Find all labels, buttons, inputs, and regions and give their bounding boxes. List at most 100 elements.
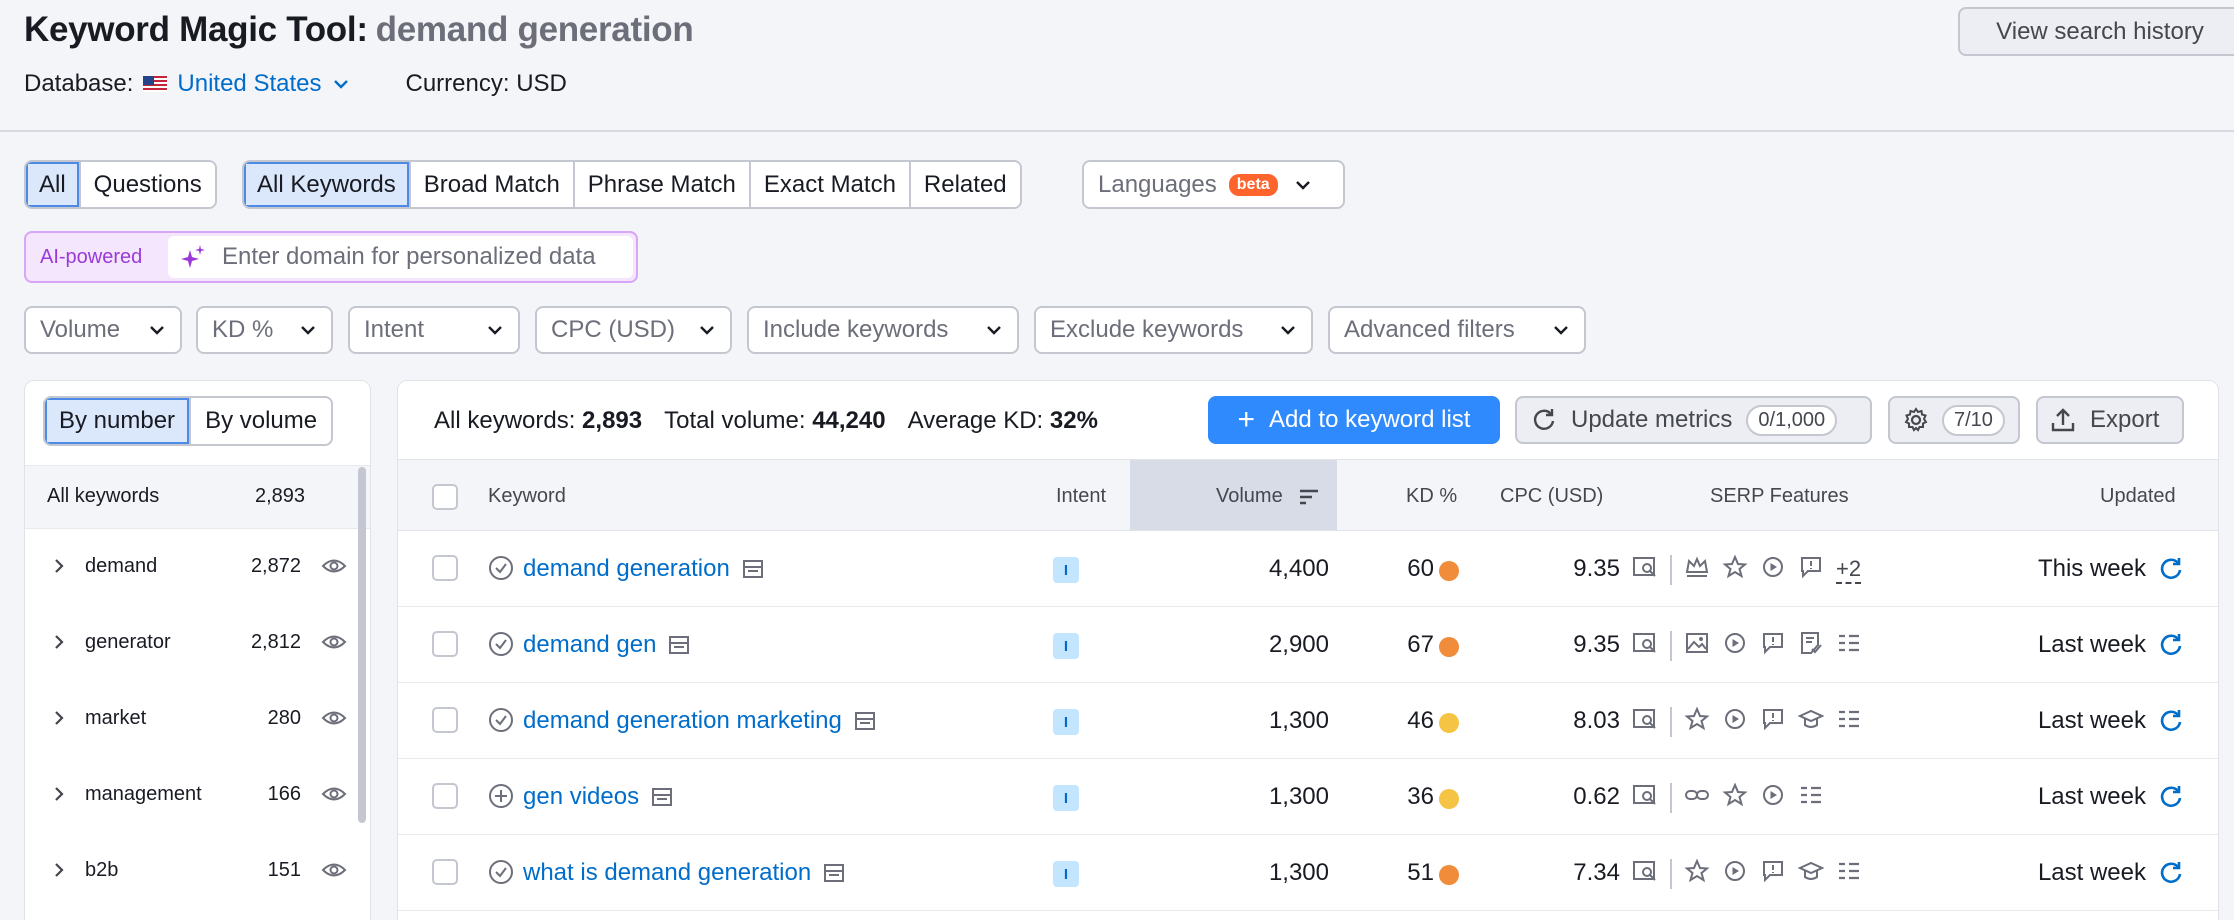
column-serp-features[interactable]: SERP Features xyxy=(1710,485,1849,507)
refresh-icon[interactable] xyxy=(2158,708,2184,734)
eye-icon[interactable] xyxy=(321,708,347,728)
database-selector[interactable]: United States xyxy=(143,70,349,98)
serp-features-cell xyxy=(1632,631,1862,661)
refresh-icon[interactable] xyxy=(2158,860,2184,886)
intent-badge[interactable]: I xyxy=(1053,633,1079,659)
select-all-checkbox[interactable] xyxy=(432,484,458,510)
table-row[interactable]: demand gen I 2,900 67 9.35 Last week xyxy=(398,607,2218,683)
serp-preview-icon[interactable] xyxy=(823,863,845,883)
volume-filter[interactable]: Volume xyxy=(24,306,182,354)
tab-all[interactable]: All xyxy=(26,162,81,207)
row-checkbox[interactable] xyxy=(432,555,458,581)
serp-divider xyxy=(1670,555,1672,585)
star-icon xyxy=(1722,553,1748,586)
keyword-link[interactable]: demand gen xyxy=(523,631,690,659)
chevron-right-icon[interactable] xyxy=(51,785,67,803)
table-row[interactable]: gen videos I 1,300 36 0.62 Last week xyxy=(398,759,2218,835)
table-row[interactable]: demand generation marketing I 1,300 46 8.03 L… xyxy=(398,683,2218,759)
row-checkbox[interactable] xyxy=(432,783,458,809)
all-keywords-group[interactable]: All keywords 2,893 xyxy=(25,465,370,529)
keyword-link[interactable]: gen videos xyxy=(523,783,673,811)
intent-badge[interactable]: I xyxy=(1053,709,1079,735)
column-keyword[interactable]: Keyword xyxy=(488,485,566,507)
cpc-filter[interactable]: CPC (USD) xyxy=(535,306,732,354)
plus-circle-icon[interactable] xyxy=(488,783,514,809)
refresh-icon[interactable] xyxy=(2158,556,2184,582)
table-row[interactable]: what is demand generation I 1,300 51 7.34 Las… xyxy=(398,835,2218,911)
page-header: Keyword Magic Tool: demand generation Dat… xyxy=(0,0,2234,132)
group-count: 166 xyxy=(267,783,301,805)
view-search-history-button[interactable]: View search history xyxy=(1958,7,2234,56)
eye-icon[interactable] xyxy=(321,556,347,576)
personalized-domain-input[interactable]: Enter domain for personalized data xyxy=(168,236,633,278)
export-button[interactable]: Export xyxy=(2036,396,2184,444)
column-intent[interactable]: Intent xyxy=(1056,485,1107,507)
more-serp-features[interactable]: +2 xyxy=(1836,556,1862,584)
row-checkbox[interactable] xyxy=(432,631,458,657)
include-keywords-filter[interactable]: Include keywords xyxy=(747,306,1019,354)
languages-dropdown[interactable]: Languages beta xyxy=(1082,160,1345,209)
updated-text: Last week xyxy=(2037,859,2146,886)
eye-icon[interactable] xyxy=(321,632,347,652)
intent-badge[interactable]: I xyxy=(1053,557,1079,583)
serp-snapshot-icon xyxy=(1632,555,1658,586)
keyword-group-item[interactable]: demand 2,872 xyxy=(25,529,355,605)
check-circle-icon[interactable] xyxy=(488,859,514,885)
column-kd[interactable]: KD % xyxy=(1406,485,1458,507)
intent-filter[interactable]: Intent xyxy=(348,306,520,354)
row-checkbox[interactable] xyxy=(432,859,458,885)
chevron-right-icon[interactable] xyxy=(51,633,67,651)
tab-all-keywords[interactable]: All Keywords xyxy=(244,162,411,207)
check-circle-icon[interactable] xyxy=(488,631,514,657)
updated-text: Last week xyxy=(2037,631,2146,658)
update-metrics-count: 0/1,000 xyxy=(1746,404,1838,436)
by-volume-button[interactable]: By volume xyxy=(205,407,318,434)
sparkle-icon xyxy=(181,245,205,268)
advanced-filters[interactable]: Advanced filters xyxy=(1328,306,1586,354)
table-row[interactable]: demand generation I 4,400 60 9.35 +2 This week xyxy=(398,531,2218,607)
serp-preview-icon[interactable] xyxy=(854,711,876,731)
keyword-group-item[interactable]: management 166 xyxy=(25,757,355,833)
tab-broad-match[interactable]: Broad Match xyxy=(410,162,575,207)
tab-phrase-match[interactable]: Phrase Match xyxy=(574,162,751,207)
ai-domain-box: AI-powered Enter domain for personalized… xyxy=(24,231,638,283)
groups-scrollbar[interactable] xyxy=(358,467,366,823)
update-metrics-button[interactable]: Update metrics 0/1,000 xyxy=(1515,396,1872,444)
eye-icon[interactable] xyxy=(321,860,347,880)
tab-exact-match[interactable]: Exact Match xyxy=(750,162,911,207)
kd-difficulty-dot xyxy=(1439,637,1459,657)
column-cpc[interactable]: CPC (USD) xyxy=(1500,485,1604,507)
check-circle-icon[interactable] xyxy=(488,555,514,581)
intent-badge[interactable]: I xyxy=(1053,861,1079,887)
keyword-group-item[interactable]: market 280 xyxy=(25,681,355,757)
row-checkbox[interactable] xyxy=(432,707,458,733)
serp-preview-icon[interactable] xyxy=(651,787,673,807)
eye-icon[interactable] xyxy=(321,784,347,804)
chevron-right-icon[interactable] xyxy=(51,709,67,727)
ai-input-placeholder: Enter domain for personalized data xyxy=(222,243,596,270)
serp-preview-icon[interactable] xyxy=(668,635,690,655)
intent-badge[interactable]: I xyxy=(1053,785,1079,811)
serp-preview-icon[interactable] xyxy=(742,559,764,579)
chevron-right-icon[interactable] xyxy=(51,861,67,879)
volume-cell: 2,900 xyxy=(1268,631,1329,658)
tab-related[interactable]: Related xyxy=(910,162,1020,207)
chevron-right-icon[interactable] xyxy=(51,557,67,575)
keyword-link[interactable]: demand generation marketing xyxy=(523,707,876,735)
keyword-link[interactable]: demand generation xyxy=(523,555,764,583)
tab-questions[interactable]: Questions xyxy=(80,162,215,207)
column-settings-button[interactable]: 7/10 xyxy=(1888,396,2020,444)
refresh-icon[interactable] xyxy=(2158,784,2184,810)
kd-filter[interactable]: KD % xyxy=(196,306,333,354)
average-kd-summary: Average KD: 32% xyxy=(908,407,1098,435)
keyword-group-item[interactable]: generator 2,812 xyxy=(25,605,355,681)
by-number-button[interactable]: By number xyxy=(45,398,192,444)
refresh-icon[interactable] xyxy=(2158,632,2184,658)
column-updated[interactable]: Updated xyxy=(2100,485,2176,507)
keyword-group-item[interactable]: b2b 151 xyxy=(25,833,355,909)
keyword-link[interactable]: what is demand generation xyxy=(523,859,845,887)
add-to-keyword-list-button[interactable]: + Add to keyword list xyxy=(1208,396,1500,444)
column-volume[interactable]: Volume xyxy=(1216,485,1283,507)
exclude-keywords-filter[interactable]: Exclude keywords xyxy=(1034,306,1313,354)
check-circle-icon[interactable] xyxy=(488,707,514,733)
